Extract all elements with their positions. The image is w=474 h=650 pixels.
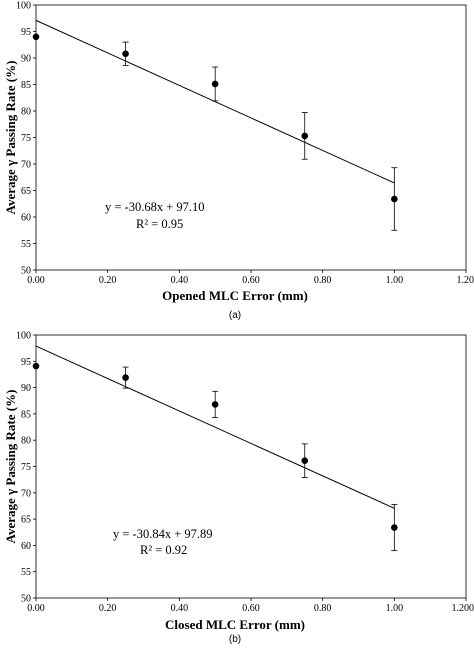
y-tick-label: 85 bbox=[21, 80, 31, 91]
x-tick-label: 0.60 bbox=[242, 603, 260, 614]
x-tick-label: 0.60 bbox=[242, 275, 260, 286]
r-squared: R² = 0.92 bbox=[140, 543, 187, 557]
x-tick-label: 0.20 bbox=[99, 603, 117, 614]
data-point bbox=[32, 33, 40, 41]
y-tick-label: 50 bbox=[21, 266, 31, 277]
x-axis-title: Opened MLC Error (mm) bbox=[162, 288, 308, 303]
trend-line bbox=[35, 19, 395, 184]
y-tick-label: 70 bbox=[21, 488, 31, 499]
x-tick-label: 0.00 bbox=[27, 603, 45, 614]
panel-label: (b) bbox=[229, 634, 241, 645]
panel-label: (a) bbox=[229, 310, 241, 321]
x-tick-label: 0.80 bbox=[314, 603, 332, 614]
data-point bbox=[391, 195, 398, 203]
y-axis-title: Average γ Passing Rate (%) bbox=[3, 61, 18, 215]
plot-frame bbox=[35, 4, 467, 271]
fit-equation: y = -30.84x + 97.89 bbox=[113, 527, 213, 541]
x-tick-label: 1.200 bbox=[452, 603, 474, 614]
y-tick-label: 60 bbox=[21, 213, 31, 224]
y-tick-label: 65 bbox=[21, 515, 31, 526]
fit-equation: y = -30.68x + 97.10 bbox=[105, 200, 205, 214]
y-tick-label: 55 bbox=[21, 239, 31, 250]
y-tick-label: 95 bbox=[21, 357, 31, 368]
y-tick-label: 100 bbox=[16, 1, 31, 12]
x-tick-label: 1.00 bbox=[386, 275, 404, 286]
y-tick-label: 75 bbox=[21, 462, 31, 473]
x-tick-label: 0.40 bbox=[171, 603, 189, 614]
y-tick-label: 65 bbox=[21, 186, 31, 197]
x-axis-title: Closed MLC Error (mm) bbox=[165, 617, 305, 632]
chart-panel-b: 50 55 60 65 70 75 80 85 90 95 100 0.00 0.20 0.40 0.60 0… bbox=[3, 331, 474, 646]
data-point bbox=[122, 374, 129, 381]
y-tick-label: 80 bbox=[21, 436, 31, 447]
x-tick-label: 0.00 bbox=[27, 275, 45, 286]
y-tick-label: 90 bbox=[21, 383, 31, 394]
y-tick-label: 85 bbox=[21, 409, 31, 420]
x-tick-label: 1.00 bbox=[386, 603, 404, 614]
data-point bbox=[32, 362, 40, 370]
data-point bbox=[211, 80, 219, 88]
plot-frame bbox=[35, 334, 467, 599]
chart-panel-a: 50 55 60 65 70 75 80 85 90 95 100 0.00 0.20 0.40 0.60 0… bbox=[3, 1, 474, 322]
data-point bbox=[211, 401, 219, 408]
r-squared: R² = 0.95 bbox=[136, 217, 183, 231]
data-point bbox=[122, 50, 129, 58]
x-tick-label: 1.20 bbox=[457, 275, 474, 286]
y-tick-label: 70 bbox=[21, 160, 31, 171]
y-axis-title: Average γ Passing Rate (%) bbox=[3, 390, 18, 544]
x-tick-label: 0.20 bbox=[99, 275, 117, 286]
data-point bbox=[301, 457, 309, 465]
y-tick-label: 50 bbox=[21, 594, 31, 605]
y-tick-label: 75 bbox=[21, 133, 31, 144]
x-tick-label: 0.80 bbox=[314, 275, 332, 286]
y-tick-label: 55 bbox=[21, 567, 31, 578]
y-tick-label: 60 bbox=[21, 541, 31, 552]
data-point bbox=[301, 132, 309, 140]
x-tick-label: 0.40 bbox=[171, 275, 189, 286]
y-tick-label: 80 bbox=[21, 107, 31, 118]
y-tick-label: 90 bbox=[21, 54, 31, 65]
y-tick-label: 100 bbox=[16, 331, 31, 342]
trend-line bbox=[35, 345, 395, 509]
data-point bbox=[391, 524, 398, 531]
y-tick-label: 95 bbox=[21, 27, 31, 38]
